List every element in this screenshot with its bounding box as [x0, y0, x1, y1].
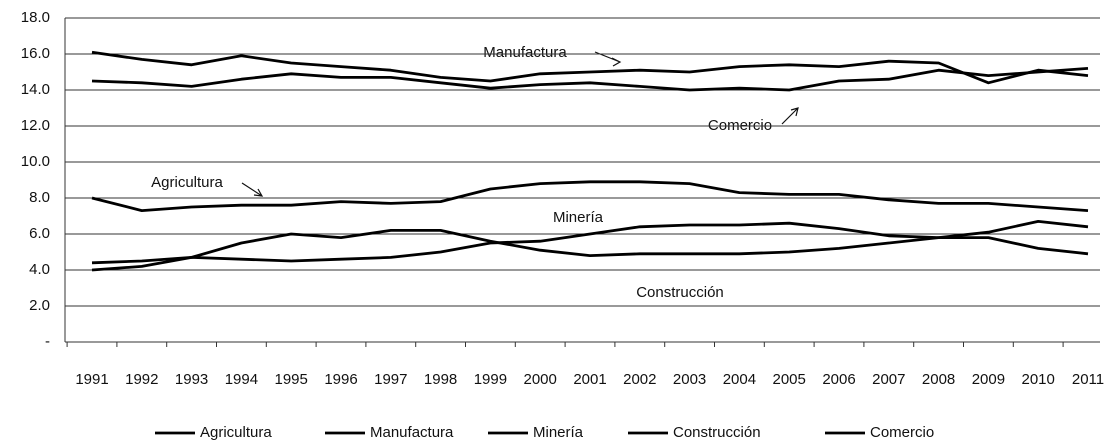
x-tick-label: 2002 [623, 371, 656, 388]
y-tick-label: 12.0 [21, 117, 50, 134]
legend-label: Minería [533, 424, 584, 441]
y-tick-label: 10.0 [21, 153, 50, 170]
legend-label: Agricultura [200, 424, 272, 441]
annotation: Agricultura [151, 174, 223, 191]
x-tick-label: 1991 [75, 371, 108, 388]
x-tick-label: 2011 [1072, 371, 1104, 388]
annotation: Construcción [636, 284, 724, 301]
legend-label: Comercio [870, 424, 934, 441]
annotation: Minería [553, 209, 604, 226]
x-tick-label: 1993 [175, 371, 208, 388]
x-tick-label: 2000 [524, 371, 557, 388]
x-tick-label: 1994 [225, 371, 258, 388]
x-tick-label: 2001 [573, 371, 606, 388]
x-tick-label: 2010 [1022, 371, 1055, 388]
x-tick-label: 1992 [125, 371, 158, 388]
x-tick-label: 1996 [324, 371, 357, 388]
series-line [91, 221, 1089, 265]
annotation-arrows [241, 51, 799, 197]
x-tick-label: 1999 [474, 371, 507, 388]
y-tick-label: 8.0 [29, 189, 50, 206]
y-tick-label: 14.0 [21, 81, 50, 98]
x-tick-label: 2007 [872, 371, 905, 388]
series-line [91, 67, 1089, 92]
annotation: Comercio [708, 117, 772, 134]
x-tick-label: 2008 [922, 371, 955, 388]
y-tick-label: 6.0 [29, 225, 50, 242]
legend-label: Manufactura [370, 424, 454, 441]
x-tick-label: 2009 [972, 371, 1005, 388]
annotation: Manufactura [483, 44, 567, 61]
series-line [91, 180, 1089, 212]
y-tick-label: - [45, 333, 50, 350]
x-tick-label: 2005 [773, 371, 806, 388]
y-tick-label: 16.0 [21, 45, 50, 62]
x-tick-label: 2006 [822, 371, 855, 388]
x-tick-label: 2003 [673, 371, 706, 388]
x-tick-label: 1995 [275, 371, 308, 388]
y-tick-label: 18.0 [21, 9, 50, 26]
series-line [91, 50, 1089, 85]
x-tick-label: 1997 [374, 371, 407, 388]
x-tick-label: 1998 [424, 371, 457, 388]
y-tick-label: 4.0 [29, 261, 50, 278]
series-line [91, 220, 1089, 272]
x-tick-label: 2004 [723, 371, 756, 388]
legend-label: Construcción [673, 424, 761, 441]
y-tick-label: 2.0 [29, 297, 50, 314]
